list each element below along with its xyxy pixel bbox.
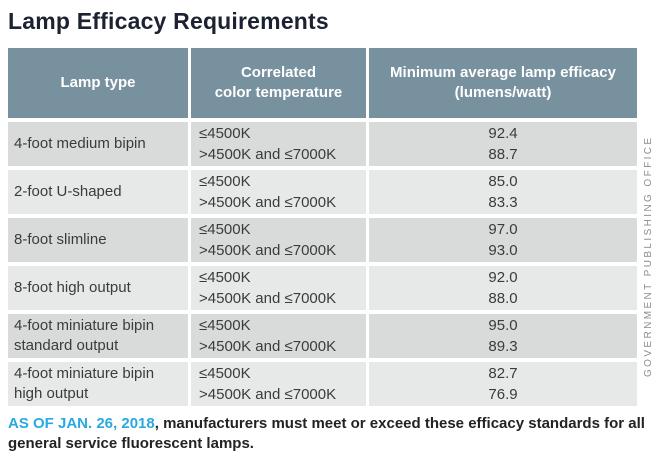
lamp-type-cell: 8-foot high output <box>8 266 188 310</box>
efficacy-value: 89.3 <box>488 338 518 355</box>
temp-range: >4500K and ≤7000K <box>199 338 337 355</box>
temp-range: ≤4500K <box>199 173 251 190</box>
lamp-type-cell: 2-foot U-shaped <box>8 170 188 214</box>
color-temp-cell: ≤4500K >4500K and ≤7000K <box>191 218 366 262</box>
lamp-type-cell: 8-foot slimline <box>8 218 188 262</box>
color-temp-cell: ≤4500K >4500K and ≤7000K <box>191 170 366 214</box>
efficacy-value: 88.0 <box>488 290 518 307</box>
efficacy-value: 95.0 <box>488 317 518 334</box>
efficacy-table: Lamp type Correlated color temperature M… <box>8 48 637 406</box>
efficacy-value: 92.4 <box>488 125 518 142</box>
efficacy-value: 88.7 <box>488 146 518 163</box>
col-header-color-temperature: Correlated color temperature <box>191 48 366 118</box>
temp-range: >4500K and ≤7000K <box>199 146 337 163</box>
color-temp-cell: ≤4500K >4500K and ≤7000K <box>191 266 366 310</box>
efficacy-value: 93.0 <box>488 242 518 259</box>
col-header-lamp-type: Lamp type <box>8 48 188 118</box>
credit-vertical-text: GOVERNMENT PUBLISHING OFFICE <box>643 135 654 377</box>
efficacy-value: 92.0 <box>488 269 518 286</box>
temp-range: ≤4500K <box>199 221 251 238</box>
col-header-min-efficacy: Minimum average lamp efficacy (lumens/wa… <box>369 48 637 118</box>
footnote-date: AS OF JAN. 26, 2018 <box>8 415 155 432</box>
temp-range: >4500K and ≤7000K <box>199 386 337 403</box>
lamp-type-cell: 4-foot miniature bipin standard output <box>8 314 188 358</box>
efficacy-value: 76.9 <box>488 386 518 403</box>
efficacy-cell: 92.4 88.7 <box>369 122 637 166</box>
efficacy-cell: 97.0 93.0 <box>369 218 637 262</box>
temp-range: ≤4500K <box>199 269 251 286</box>
footnote: AS OF JAN. 26, 2018, manufacturers must … <box>8 414 653 454</box>
temp-range: >4500K and ≤7000K <box>199 290 337 307</box>
lamp-type-cell: 4-foot miniature bipin high output <box>8 362 188 406</box>
efficacy-value: 82.7 <box>488 365 518 382</box>
lamp-type-cell: 4-foot medium bipin <box>8 122 188 166</box>
page-title: Lamp Efficacy Requirements <box>8 8 329 34</box>
efficacy-cell: 95.0 89.3 <box>369 314 637 358</box>
temp-range: >4500K and ≤7000K <box>199 242 337 259</box>
efficacy-cell: 92.0 88.0 <box>369 266 637 310</box>
temp-range: ≤4500K <box>199 317 251 334</box>
temp-range: ≤4500K <box>199 125 251 142</box>
efficacy-cell: 82.7 76.9 <box>369 362 637 406</box>
footnote-text: , manufacturers must meet or exceed thes… <box>8 415 645 452</box>
efficacy-value: 85.0 <box>488 173 518 190</box>
efficacy-value: 83.3 <box>488 194 518 211</box>
color-temp-cell: ≤4500K >4500K and ≤7000K <box>191 122 366 166</box>
efficacy-cell: 85.0 83.3 <box>369 170 637 214</box>
color-temp-cell: ≤4500K >4500K and ≤7000K <box>191 314 366 358</box>
temp-range: >4500K and ≤7000K <box>199 194 337 211</box>
color-temp-cell: ≤4500K >4500K and ≤7000K <box>191 362 366 406</box>
efficacy-value: 97.0 <box>488 221 518 238</box>
temp-range: ≤4500K <box>199 365 251 382</box>
